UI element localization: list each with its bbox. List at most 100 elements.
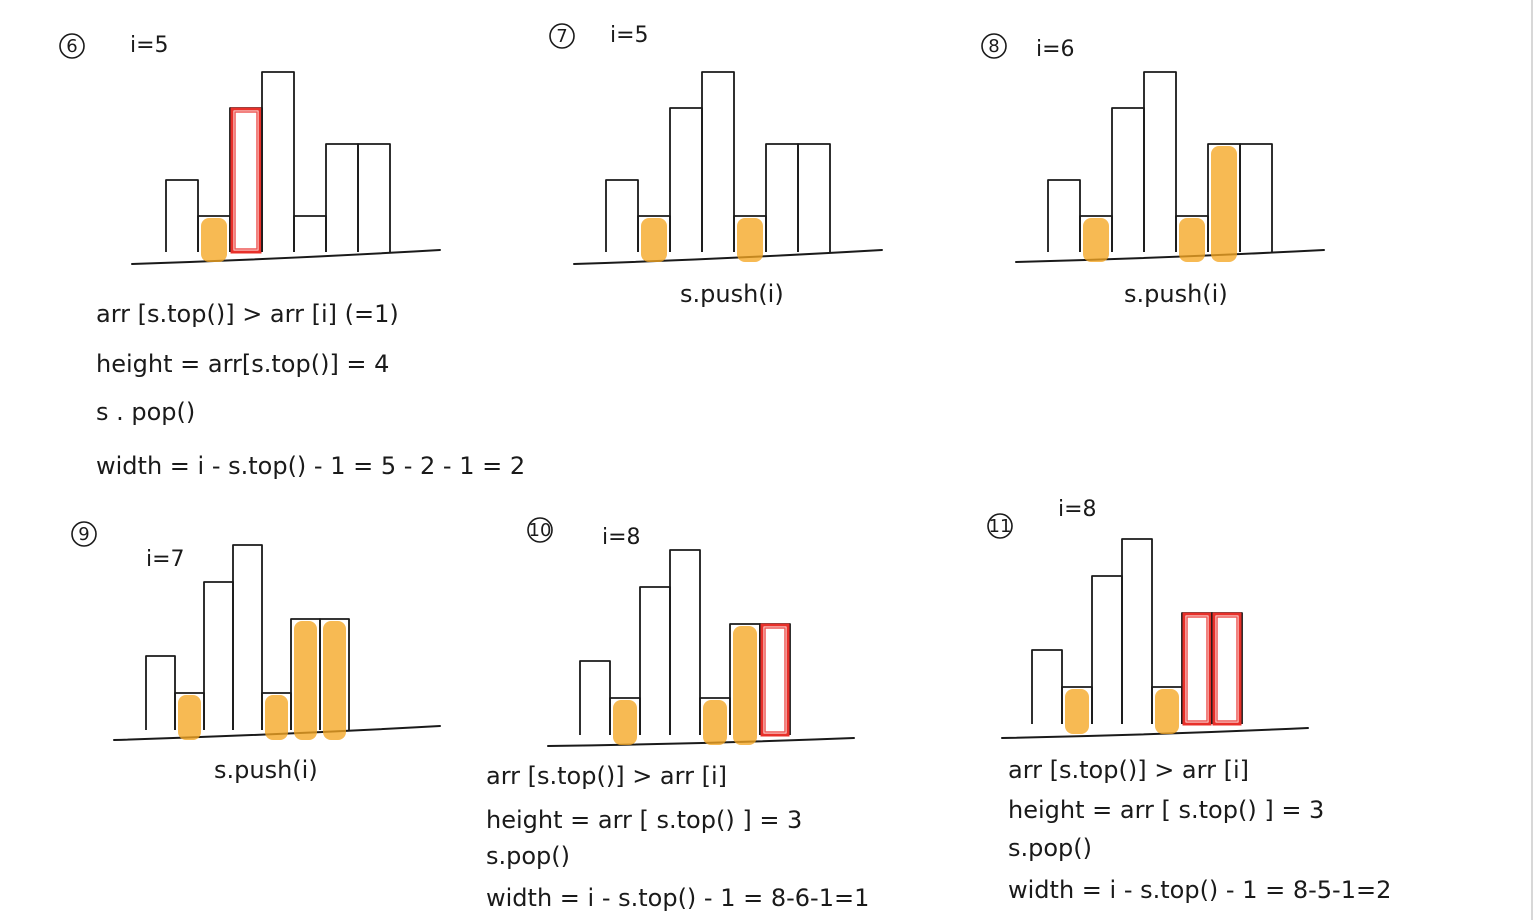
bar-5-stack: [1207, 143, 1241, 262]
stack-highlight: [201, 218, 227, 262]
bar-0-plain: [165, 179, 199, 252]
bar-2-window: [229, 107, 263, 254]
stack-highlight: [178, 695, 201, 740]
bar-outline: [357, 143, 391, 252]
area-window-highlight: [760, 623, 790, 737]
stack-highlight: [1083, 218, 1109, 262]
baseline-axis: [1015, 249, 1325, 263]
bar-3-plain: [1143, 71, 1177, 252]
annotation-line: height = arr[s.top()] = 4: [96, 350, 389, 378]
bar-1-stack: [609, 697, 641, 745]
bar-outline: [1047, 179, 1081, 252]
bar-4-plain: [293, 215, 327, 252]
bar-outline: [165, 179, 199, 252]
stack-highlight: [1155, 689, 1179, 734]
bar-0-plain: [605, 179, 639, 252]
bar-outline: [1031, 649, 1063, 724]
annotation-line: arr [s.top()] > arr [i]: [486, 762, 727, 790]
panel-step-11: 11 i=8 arr [s.top()] > arr [i] height = arr…: [987, 497, 1391, 904]
annotation-line: s.pop(): [486, 842, 570, 870]
bar-0-plain: [579, 660, 611, 735]
bar-outline: [145, 655, 176, 730]
bar-3-plain: [232, 544, 263, 730]
annotation-line: height = arr [ s.top() ] = 3: [1008, 796, 1324, 824]
index-label: i=7: [146, 547, 185, 572]
bar-6-window: [1211, 612, 1243, 726]
step-number-badge: 10: [527, 517, 553, 543]
bar-outline: [1143, 71, 1177, 252]
bar-outline: [1111, 107, 1145, 252]
bar-2-plain: [1111, 107, 1145, 252]
bar-4-stack: [1151, 686, 1183, 734]
annotation-line: s.push(i): [1124, 280, 1228, 308]
bar-2-plain: [669, 107, 703, 252]
index-label: i=5: [610, 23, 649, 48]
baseline-axis: [1001, 727, 1309, 739]
annotation-line: s.push(i): [214, 756, 318, 784]
bar-outline: [579, 660, 611, 735]
step-number: 6: [66, 36, 77, 57]
index-label: i=8: [602, 525, 641, 550]
bar-outline: [765, 143, 799, 252]
bar-6-plain: [1239, 143, 1273, 252]
stack-highlight: [265, 695, 288, 740]
annotation-line: width = i - s.top() - 1 = 8-6-1=1: [486, 884, 869, 912]
bar-1-stack: [1079, 215, 1113, 262]
panel-step-6: 6 i=5 arr [s.top()] > arr [i] (=1) height =…: [59, 33, 525, 480]
baseline-axis: [573, 249, 883, 265]
bar-1-stack: [174, 692, 205, 740]
bar-outline: [605, 179, 639, 252]
bar-outline: [232, 544, 263, 730]
bar-outline: [319, 618, 350, 730]
index-label: i=8: [1058, 497, 1097, 522]
bar-1-stack: [1061, 686, 1093, 734]
stack-highlight: [737, 218, 763, 262]
bar-5-plain: [325, 143, 359, 252]
area-window-highlight: [1182, 612, 1212, 726]
index-label: i=5: [130, 33, 169, 58]
bar-6-stack: [319, 618, 350, 740]
stack-highlight: [641, 218, 667, 262]
bar-2-plain: [639, 586, 671, 735]
bar-4-stack: [733, 215, 767, 262]
stack-highlight: [1211, 146, 1237, 262]
bar-6-plain: [357, 143, 391, 252]
step-number: 10: [529, 520, 552, 541]
step-number: 7: [556, 26, 567, 47]
bar-0-plain: [1031, 649, 1063, 724]
stack-highlight: [1065, 689, 1089, 734]
bar-outline: [1239, 143, 1273, 252]
bar-outline: [325, 143, 359, 252]
bar-1-stack: [637, 215, 671, 262]
bar-6-window: [759, 623, 791, 737]
step-number-badge: 7: [549, 23, 575, 49]
annotation-line: width = i - s.top() - 1 = 5 - 2 - 1 = 2: [96, 452, 525, 480]
bar-outline: [701, 71, 735, 252]
baseline-axis: [547, 737, 855, 747]
bar-outline: [293, 215, 327, 252]
annotation-line: arr [s.top()] > arr [i]: [1008, 756, 1249, 784]
step-number: 8: [988, 36, 999, 57]
bar-outline: [1091, 575, 1123, 724]
bar-5-stack: [729, 623, 761, 745]
annotation-line: height = arr [ s.top() ] = 3: [486, 806, 802, 834]
baseline-axis: [131, 249, 441, 265]
stack-highlight: [733, 626, 757, 745]
stack-highlight: [703, 700, 727, 745]
bar-4-stack: [261, 692, 292, 740]
area-window-highlight: [230, 107, 262, 254]
bar-outline: [669, 549, 701, 735]
bar-outline: [203, 581, 234, 730]
panel-step-9: 9 i=7 s.push(i): [71, 521, 441, 784]
bar-2-plain: [1091, 575, 1123, 724]
bar-5-stack: [290, 618, 321, 740]
step-number-badge: 11: [987, 513, 1013, 539]
bar-outline: [261, 71, 295, 252]
bar-outline: [1121, 538, 1153, 724]
bar-4-stack: [699, 697, 731, 745]
bar-3-plain: [1121, 538, 1153, 724]
stack-highlight: [1179, 218, 1205, 262]
bar-3-plain: [669, 549, 701, 735]
annotation-line: s.push(i): [680, 280, 784, 308]
annotation-line: width = i - s.top() - 1 = 8-5-1=2: [1008, 876, 1391, 904]
